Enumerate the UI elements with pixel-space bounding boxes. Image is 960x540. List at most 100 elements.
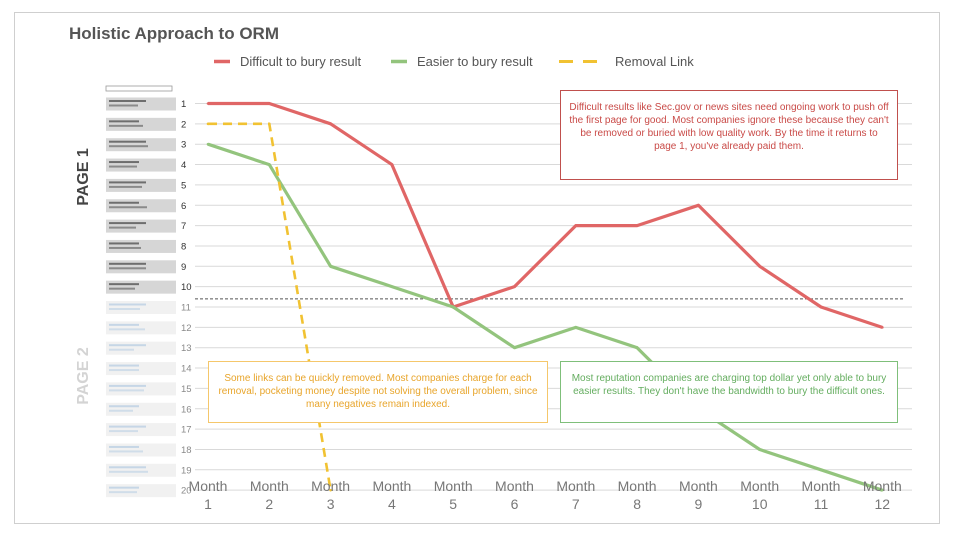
annotation-removal-links: Some links can be quickly removed. Most … bbox=[208, 361, 548, 423]
data-point bbox=[268, 163, 271, 166]
y-tick-label: 13 bbox=[181, 343, 192, 354]
data-point bbox=[268, 102, 271, 105]
x-tick-label: Month 7 bbox=[556, 478, 595, 512]
x-tick-label: Month 3 bbox=[311, 478, 350, 512]
serp-result-box bbox=[106, 382, 176, 396]
data-point bbox=[390, 285, 394, 288]
serp-result-thumbnail bbox=[106, 484, 176, 498]
x-tick-label: Month 12 bbox=[863, 478, 902, 512]
serp-result-thumbnail bbox=[106, 362, 176, 376]
serp-result-line bbox=[109, 445, 139, 448]
serp-result-box bbox=[106, 463, 176, 477]
serp-result-box bbox=[106, 423, 176, 437]
y-tick-label: 17 bbox=[181, 425, 192, 436]
y-tick-label: 9 bbox=[181, 262, 186, 273]
y-tick-label: 3 bbox=[181, 140, 186, 151]
y-tick-label: 18 bbox=[181, 445, 192, 456]
data-point bbox=[206, 102, 210, 105]
serp-result-line bbox=[109, 246, 141, 249]
serp-result-line bbox=[109, 491, 137, 494]
serp-result-box bbox=[106, 117, 176, 131]
serp-result-thumbnail bbox=[106, 463, 176, 477]
y-tick-label: 1 bbox=[181, 99, 186, 110]
serp-result-line bbox=[109, 145, 148, 148]
serp-result-box bbox=[106, 402, 176, 416]
serp-result-line bbox=[109, 206, 147, 209]
serp-result-line bbox=[109, 287, 135, 290]
y-tick-label: 11 bbox=[181, 303, 191, 314]
page-1-label: PAGE 1 bbox=[75, 148, 92, 206]
serp-result-box bbox=[106, 341, 176, 355]
data-point bbox=[329, 122, 332, 126]
legend: Difficult to bury result Easier to bury r… bbox=[214, 54, 694, 69]
serp-result-thumbnail bbox=[106, 158, 176, 172]
chart-title: Holistic Approach to ORM bbox=[69, 24, 279, 43]
data-point bbox=[268, 122, 271, 126]
y-tick-label: 15 bbox=[181, 384, 192, 395]
y-tick-label: 7 bbox=[181, 221, 186, 232]
x-tick-label: Month 8 bbox=[618, 478, 657, 512]
y-tick-label: 6 bbox=[181, 201, 186, 212]
serp-result-line bbox=[109, 323, 139, 326]
serp-thumbnails bbox=[105, 85, 176, 498]
serp-result-thumbnail bbox=[106, 341, 176, 355]
legend-item: Removal Link bbox=[559, 54, 694, 69]
x-tick-label: Month 9 bbox=[679, 478, 718, 512]
serp-result-line bbox=[109, 242, 139, 245]
serp-result-line bbox=[109, 262, 146, 265]
serp-result-thumbnail bbox=[106, 97, 176, 111]
serp-result-line bbox=[109, 405, 139, 408]
data-point bbox=[574, 326, 578, 329]
data-point bbox=[758, 448, 761, 451]
serp-result-box bbox=[106, 321, 176, 335]
y-tick-label: 5 bbox=[181, 180, 186, 191]
x-tick-label: Month 5 bbox=[434, 478, 473, 512]
serp-result-line bbox=[109, 181, 146, 184]
serp-result-line bbox=[109, 466, 146, 469]
serp-result-thumbnail bbox=[106, 280, 176, 294]
data-point bbox=[513, 285, 516, 288]
serp-result-line bbox=[109, 120, 139, 123]
serp-result-line bbox=[109, 328, 145, 331]
serp-result-line bbox=[109, 201, 139, 204]
data-point bbox=[819, 468, 823, 472]
serp-result-thumbnail bbox=[106, 219, 176, 233]
serp-result-line bbox=[109, 470, 148, 473]
serp-result-thumbnail bbox=[106, 423, 176, 437]
data-point bbox=[881, 326, 884, 329]
data-point bbox=[574, 224, 578, 227]
data-point bbox=[206, 122, 210, 126]
x-tick-label: Month 11 bbox=[802, 478, 841, 512]
serp-result-thumbnail bbox=[106, 321, 176, 335]
serp-result-box bbox=[106, 260, 176, 274]
serp-result-thumbnail bbox=[106, 382, 176, 396]
serp-result-line bbox=[109, 308, 140, 310]
legend-item: Difficult to bury result bbox=[214, 54, 362, 69]
serp-result-thumbnail bbox=[106, 301, 176, 314]
serp-result-line bbox=[109, 344, 146, 347]
data-point bbox=[881, 488, 884, 492]
data-point bbox=[329, 488, 332, 492]
annotation-difficult-results: Difficult results like Sec.gov or news s… bbox=[560, 90, 898, 180]
y-tick-label: 14 bbox=[181, 364, 192, 375]
x-tick-label: Month 1 bbox=[189, 478, 228, 512]
data-point bbox=[635, 224, 639, 227]
serp-result-thumbnail bbox=[106, 117, 176, 131]
y-tick-label: 12 bbox=[181, 323, 192, 334]
serp-result-thumbnail bbox=[106, 138, 176, 152]
serp-result-line bbox=[109, 222, 146, 225]
serp-result-line bbox=[109, 267, 146, 270]
serp-result-line bbox=[109, 425, 146, 428]
serp-result-box bbox=[106, 280, 176, 294]
serp-result-line bbox=[109, 369, 139, 372]
serp-result-box bbox=[106, 219, 176, 233]
serp-result-line bbox=[109, 283, 139, 286]
x-tick-label: Month 10 bbox=[740, 478, 779, 512]
serp-result-line bbox=[109, 226, 136, 229]
serp-result-line bbox=[109, 140, 146, 143]
data-point bbox=[758, 265, 761, 268]
y-tick-label: 10 bbox=[181, 282, 192, 293]
serp-result-thumbnail bbox=[106, 239, 176, 253]
serp-result-box bbox=[106, 362, 176, 376]
serp-result-thumbnail bbox=[106, 199, 176, 213]
